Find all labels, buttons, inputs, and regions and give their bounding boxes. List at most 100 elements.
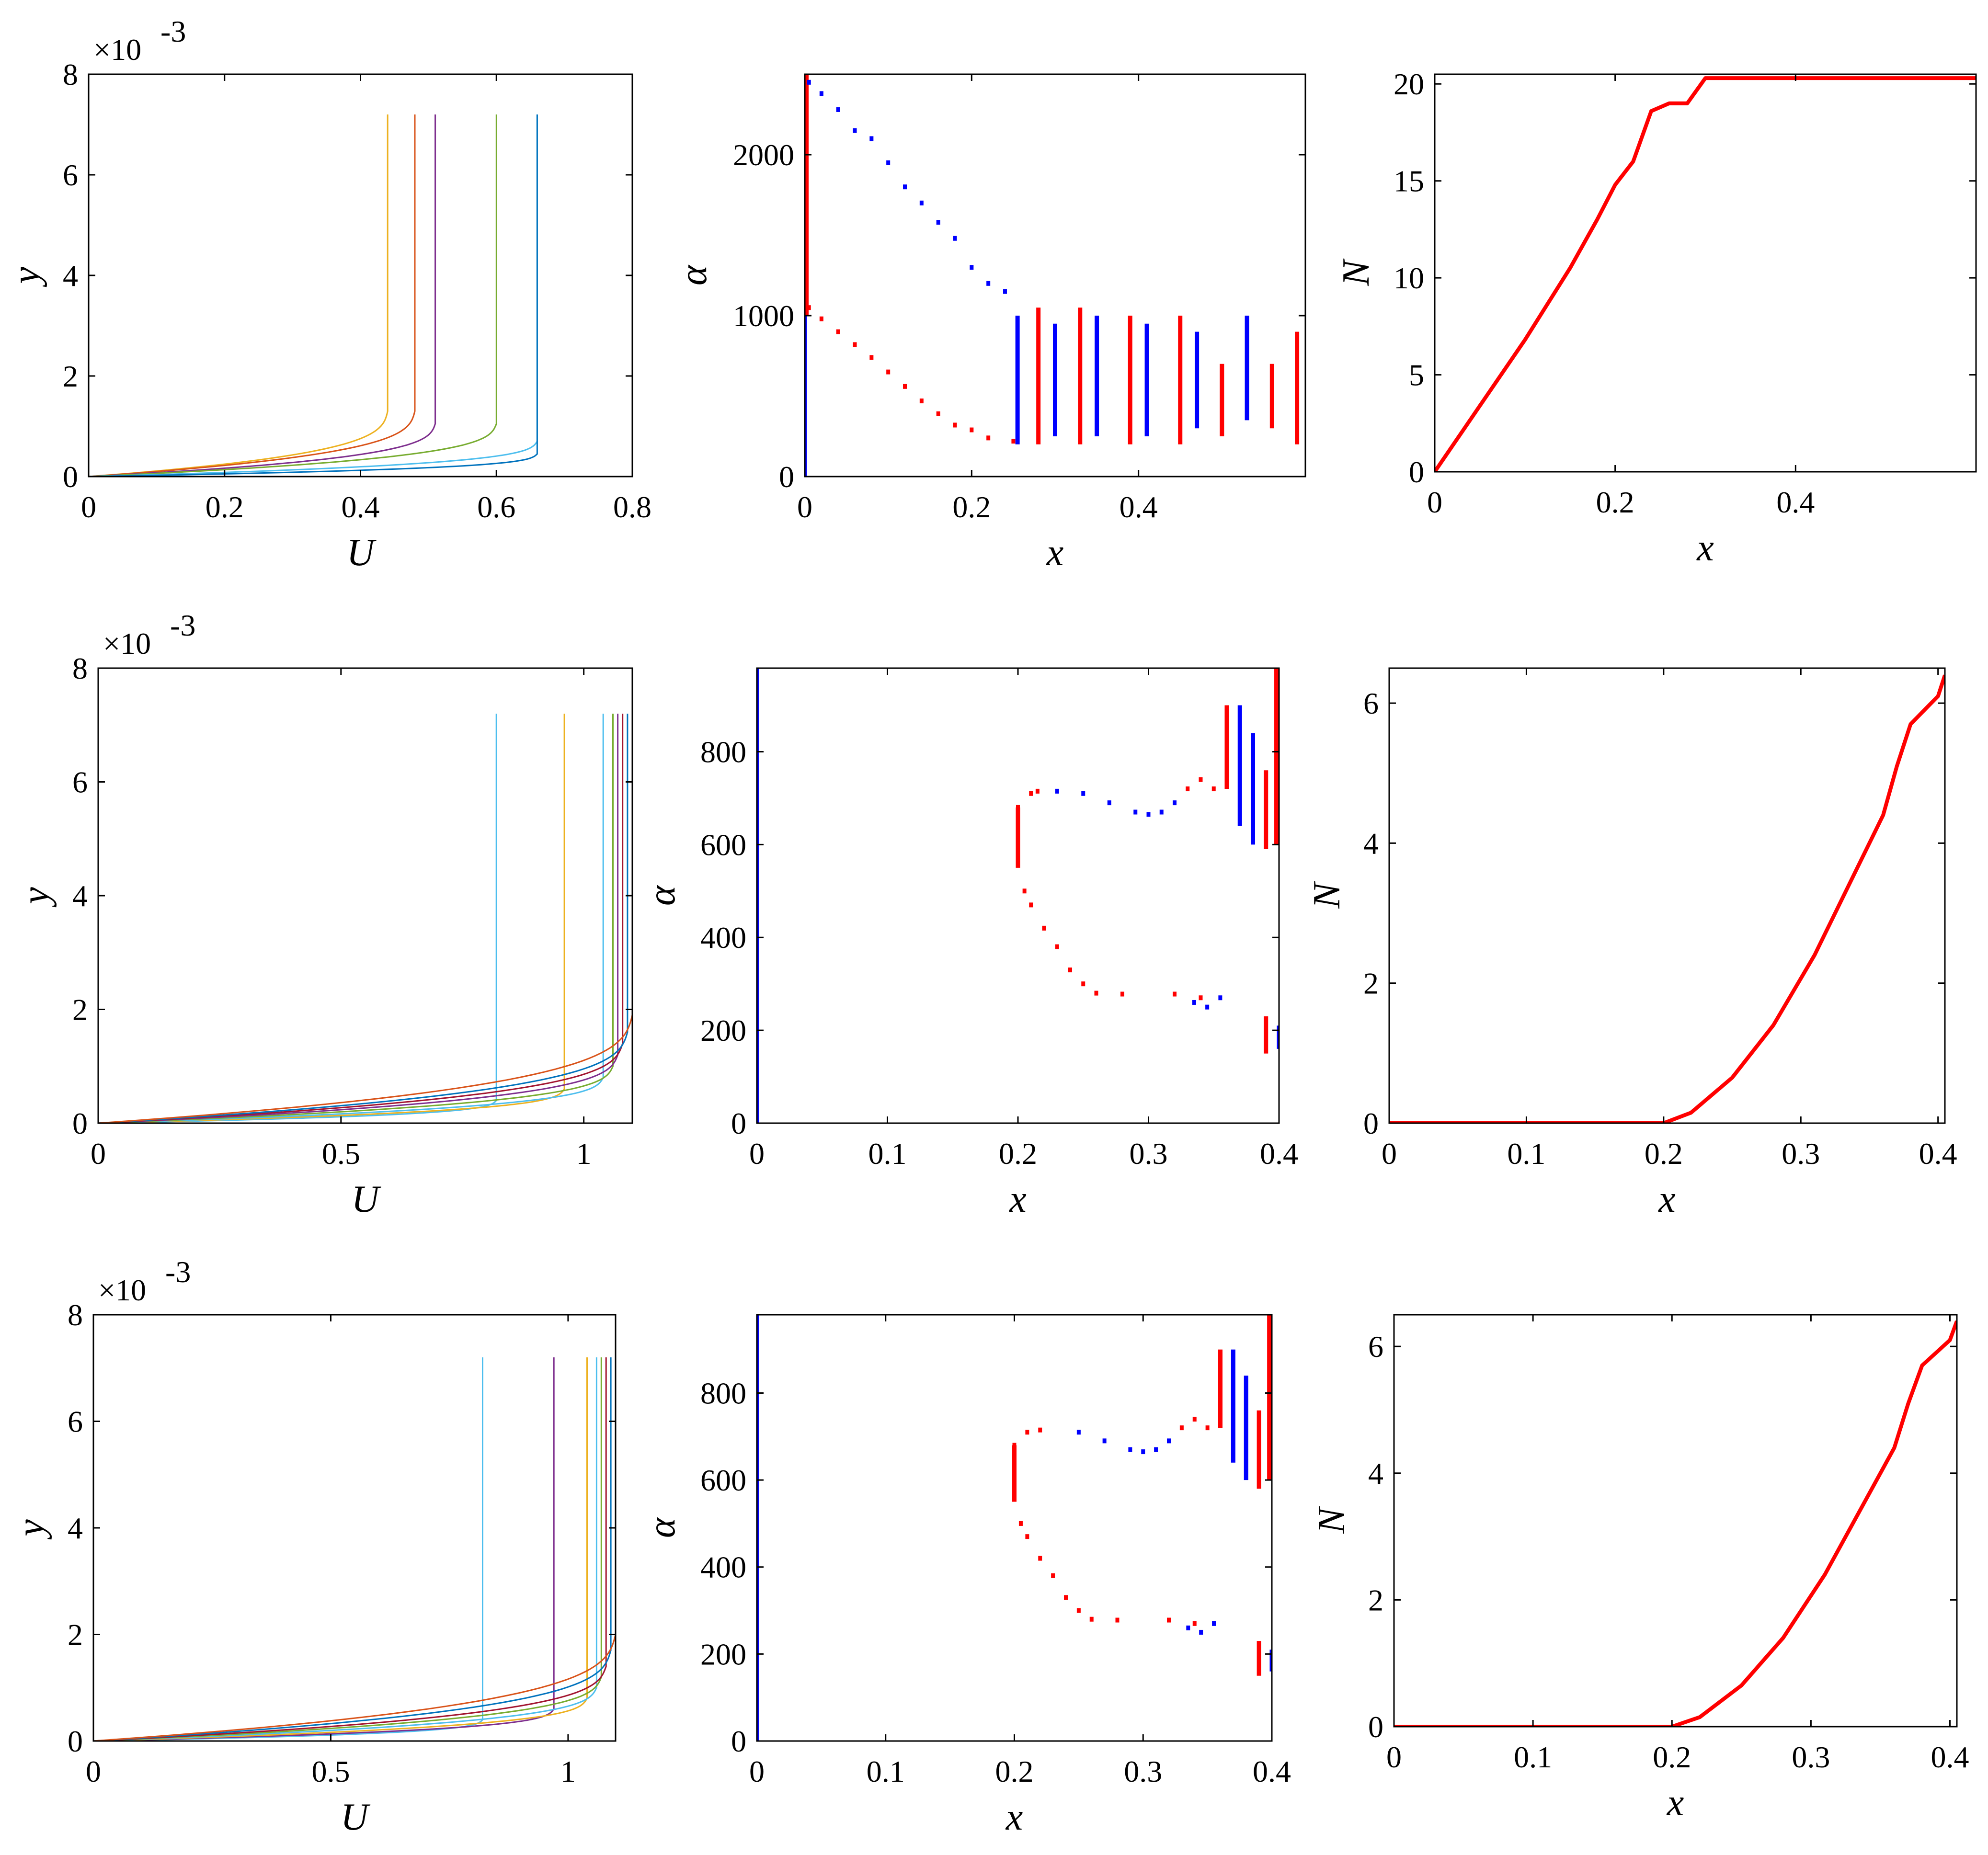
x-tick-label: 0.4: [1120, 490, 1158, 524]
y-tick-label: 600: [700, 1463, 746, 1497]
alpha-point-0-3: [1018, 1521, 1023, 1526]
x-axis-label: x: [1696, 527, 1714, 569]
alpha-point-1-5: [886, 160, 891, 165]
alpha-point-0-13: [1186, 786, 1190, 792]
n-factor-curve: [1389, 674, 1945, 1123]
alpha-point-0-0: [1016, 805, 1020, 810]
x-axis-label: U: [352, 1178, 382, 1220]
y-tick-label: 2: [63, 359, 78, 393]
plot-area: [1394, 1320, 1957, 1727]
x-tick-label: 0.1: [1507, 1137, 1545, 1171]
alpha-point-1-6: [1173, 800, 1177, 806]
axes-frame: [756, 1314, 1273, 1742]
velocity-profile-1: [89, 114, 416, 477]
plot-area: [89, 114, 538, 477]
alpha-point-0-10: [970, 427, 974, 432]
alpha-point-1-6: [903, 184, 907, 190]
n-factor-curve: [1394, 1320, 1957, 1727]
alpha-point-0-8: [1081, 981, 1085, 987]
velocity-profile-7: [98, 714, 632, 1123]
x-tick-label: 0.4: [1776, 485, 1815, 519]
x-axis-label: x: [1667, 1782, 1684, 1824]
y-axis-label: α: [641, 885, 683, 906]
y-tick-label: 10: [1394, 261, 1424, 295]
y-tick-label: 800: [700, 735, 746, 769]
y-exponent-label: ×10: [103, 626, 151, 660]
velocity-profile-5: [98, 714, 624, 1123]
y-tick-label: 2000: [733, 138, 794, 172]
alpha-point-0-15: [1211, 786, 1216, 792]
alpha-point-0-9: [1094, 990, 1098, 996]
axes-frame: [88, 73, 633, 478]
alpha-point-0-13: [1179, 1425, 1184, 1431]
alpha-point-1-4: [1146, 812, 1151, 817]
y-tick-label: 0: [731, 1724, 746, 1758]
velocity-profile-4: [89, 114, 538, 477]
alpha-point-0-6: [1051, 1573, 1055, 1578]
y-axis-label: α: [673, 264, 715, 285]
y-tick-label: 600: [700, 828, 746, 862]
alpha-point-1-2: [1128, 1447, 1132, 1452]
alpha-point-1-0: [1055, 788, 1059, 794]
velocity-profile-5: [89, 114, 538, 477]
alpha-point-1-8: [1212, 1621, 1216, 1626]
y-tick-label: 400: [700, 921, 746, 955]
alpha-point-1-8: [1205, 1004, 1210, 1010]
n-factor-curve: [1435, 76, 1976, 472]
axes-frame: [756, 667, 1280, 1124]
axes-frame: [97, 667, 633, 1124]
alpha-point-0-2: [836, 329, 840, 334]
x-axis-label: x: [1658, 1178, 1676, 1220]
alpha-point-0-1: [819, 316, 823, 321]
alpha-point-1-1: [819, 91, 823, 96]
x-tick-label: 0.2: [952, 490, 991, 524]
y-tick-label: 400: [700, 1550, 746, 1584]
x-tick-label: 0.2: [995, 1754, 1034, 1788]
plot-area: [805, 74, 1300, 477]
y-tick-label: 4: [63, 259, 78, 293]
x-tick-label: 0.2: [999, 1137, 1037, 1171]
y-tick-label: 0: [1368, 1710, 1383, 1744]
velocity-profile-4: [98, 714, 619, 1123]
x-tick-label: 0: [81, 490, 96, 524]
x-axis-label: x: [1046, 532, 1064, 574]
x-tick-label: 0: [91, 1137, 106, 1171]
x-tick-label: 0.4: [1253, 1754, 1291, 1788]
plot-area: [93, 1357, 616, 1741]
y-exponent-power: -3: [170, 608, 195, 642]
alpha-point-0-10: [1120, 991, 1124, 997]
alpha-point-0-1: [1029, 791, 1033, 796]
x-tick-label: 0.2: [1645, 1137, 1683, 1171]
y-tick-label: 800: [700, 1376, 746, 1410]
velocity-profile-4: [93, 1357, 602, 1741]
alpha-point-0-5: [886, 369, 891, 375]
x-tick-label: 0.4: [342, 490, 380, 524]
velocity-profile-5: [93, 1357, 607, 1741]
panel-row3-alpha: 0 0.1 0.2 0.3 0.4 0 200 400 600 800 x α: [641, 1314, 1291, 1838]
axes-frame: [1388, 667, 1946, 1124]
y-axis-label: N: [1311, 1506, 1353, 1534]
axes-frame: [92, 1314, 617, 1742]
y-tick-label: 6: [1368, 1330, 1383, 1364]
y-exponent-power: -3: [160, 14, 186, 48]
x-tick-label: 0.2: [1653, 1740, 1691, 1774]
alpha-point-0-9: [1089, 1616, 1094, 1622]
velocity-profile-0: [89, 114, 388, 477]
velocity-profile-0: [98, 714, 497, 1123]
alpha-point-0-7: [1064, 1595, 1068, 1600]
alpha-point-0-0: [1012, 1443, 1017, 1448]
alpha-point-1-12: [1003, 289, 1007, 294]
velocity-profile-2: [98, 714, 604, 1123]
y-tick-label: 200: [700, 1013, 746, 1047]
alpha-point-0-11: [986, 435, 991, 441]
axes-frame: [1434, 73, 1977, 473]
panel-row1-alpha: 0 0.2 0.4 0 1000 2000 x α: [673, 73, 1306, 574]
y-tick-label: 4: [68, 1511, 83, 1545]
y-tick-label: 1000: [733, 299, 794, 333]
alpha-point-0-5: [1042, 925, 1046, 931]
velocity-profile-2: [93, 1357, 588, 1741]
x-tick-label: 0.1: [867, 1754, 905, 1788]
y-tick-label: 0: [68, 1724, 83, 1758]
alpha-point-1-4: [1154, 1447, 1158, 1452]
